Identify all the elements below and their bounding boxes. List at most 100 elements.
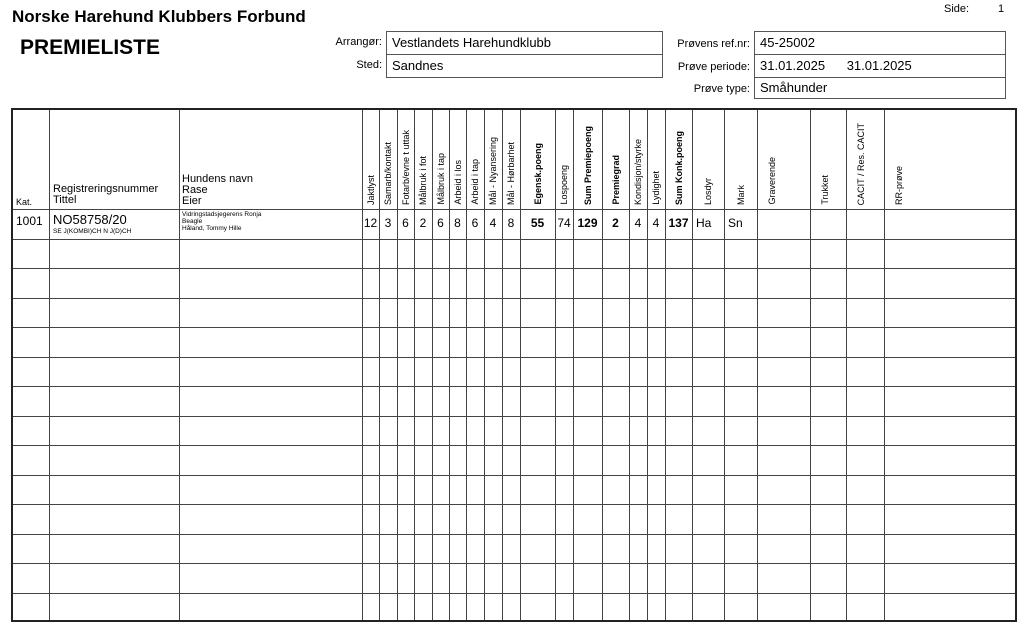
column-header-label: Målbruk i tap bbox=[435, 153, 446, 205]
column-header: Sum Konk.poeng bbox=[665, 110, 692, 209]
period-label: Prøve periode: bbox=[677, 61, 750, 73]
column-header-label: Mark bbox=[735, 185, 746, 205]
column-header-label: RR-prøve bbox=[894, 165, 904, 205]
place-field: Sandnes bbox=[386, 54, 663, 78]
header-kat: Kat. bbox=[16, 197, 33, 207]
column-divider bbox=[432, 110, 433, 620]
column-header: Målbruk i tap bbox=[432, 110, 449, 209]
ref-field: 45-25002 bbox=[754, 31, 1006, 55]
column-divider bbox=[397, 110, 398, 620]
column-header-label: Premiegrad bbox=[610, 155, 621, 205]
column-header-label: Arbeid i los bbox=[452, 160, 463, 205]
column-header: Kondisjon/styrke bbox=[629, 110, 647, 209]
ref-label: Prøvens ref.nr: bbox=[677, 38, 750, 50]
row-divider bbox=[13, 533, 1015, 535]
column-divider bbox=[555, 110, 556, 620]
period-from: 31.01.2025 bbox=[760, 58, 826, 73]
column-header: Arbeid i los bbox=[449, 110, 466, 209]
score-cell: 8 bbox=[507, 216, 515, 230]
column-header: Graverende bbox=[757, 110, 810, 209]
column-header-label: Målbruk i fot bbox=[418, 155, 428, 205]
score-cell: Ha bbox=[696, 216, 712, 230]
column-divider bbox=[724, 110, 725, 620]
column-divider bbox=[520, 110, 521, 620]
arranger-field: Vestlandets Harehundklubb bbox=[386, 31, 663, 55]
score-cell: 2 bbox=[612, 216, 619, 230]
column-divider bbox=[665, 110, 666, 620]
column-divider bbox=[573, 110, 574, 620]
period-field: 31.01.2025 31.01.2025 bbox=[754, 54, 1006, 78]
column-header: Fotarb/evne t uttak bbox=[397, 110, 414, 209]
page-title: PREMIELISTE bbox=[20, 36, 161, 59]
column-header: Sum Premiepoeng bbox=[573, 110, 602, 209]
column-divider bbox=[466, 110, 467, 620]
score-cell: 74 bbox=[557, 216, 571, 230]
header-dog-name: Hundens navn bbox=[182, 173, 253, 185]
column-divider bbox=[362, 110, 363, 620]
row-divider bbox=[13, 445, 1015, 446]
row-divider bbox=[13, 386, 1015, 387]
column-header: Premiegrad bbox=[602, 110, 629, 209]
column-header-label: Losdyr bbox=[703, 177, 713, 205]
row-divider bbox=[13, 297, 1015, 299]
row-divider bbox=[13, 327, 1015, 328]
column-header: Lospoeng bbox=[555, 110, 573, 209]
column-divider bbox=[602, 110, 603, 620]
place-label: Sted: bbox=[356, 59, 382, 71]
column-header-label: Egensk.poeng bbox=[532, 143, 543, 205]
column-header: Losdyr bbox=[692, 110, 724, 209]
column-header: Jaktlyst bbox=[362, 110, 379, 209]
dog-title: SE J(KOMBI)CH N J(D)CH bbox=[53, 228, 132, 235]
column-divider bbox=[502, 110, 503, 620]
row-divider bbox=[13, 504, 1015, 505]
column-header-label: Trukket bbox=[820, 175, 830, 205]
column-header-label: Mål - Hørbarhet bbox=[506, 141, 516, 205]
column-divider bbox=[884, 110, 885, 620]
column-divider bbox=[449, 110, 450, 620]
column-header-label: Lospoeng bbox=[559, 165, 569, 205]
cat-number: 1001 bbox=[16, 214, 43, 228]
column-header-label: Graverende bbox=[767, 157, 777, 205]
column-header-label: Fotarb/evne t uttak bbox=[400, 129, 411, 205]
column-divider bbox=[629, 110, 630, 620]
dog-name: Vidringstadsjegerens Ronja bbox=[182, 211, 262, 218]
row-divider bbox=[13, 238, 1015, 240]
score-cell: 8 bbox=[454, 216, 461, 230]
column-divider bbox=[757, 110, 758, 620]
column-header: Mål - Hørbarhet bbox=[502, 110, 520, 209]
column-divider bbox=[647, 110, 648, 620]
premium-table: Kat. Registreringsnummer Tittel Hundens … bbox=[11, 108, 1017, 622]
column-header-label: CACIT / Res. CACIT bbox=[856, 122, 866, 205]
header-dog: Hundens navn Rase Eier bbox=[182, 174, 253, 207]
score-cell: 4 bbox=[652, 216, 660, 230]
row-divider bbox=[13, 474, 1015, 476]
registration-number: NO58758/20 bbox=[53, 212, 127, 227]
column-divider bbox=[692, 110, 693, 620]
column-header-label: Arbeid i tap bbox=[470, 159, 480, 205]
score-cell: 2 bbox=[419, 216, 427, 230]
column-header: Arbeid i tap bbox=[466, 110, 484, 209]
column-divider bbox=[484, 110, 485, 620]
type-field: Småhunder bbox=[754, 77, 1006, 99]
row-divider bbox=[13, 592, 1015, 594]
score-cell: 4 bbox=[489, 216, 497, 230]
column-header-label: Mål - Nyansering bbox=[488, 136, 498, 205]
row-divider bbox=[13, 356, 1015, 358]
row-divider bbox=[13, 415, 1015, 417]
column-header: RR-prøve bbox=[884, 110, 1019, 209]
column-header: Samarb/kontakt bbox=[379, 110, 397, 209]
column-divider bbox=[49, 110, 50, 620]
dog-owner: Håland, Tommy Hille bbox=[182, 225, 242, 232]
score-cell: 6 bbox=[437, 216, 444, 230]
period-to: 31.01.2025 bbox=[846, 58, 912, 73]
column-divider bbox=[810, 110, 811, 620]
column-divider bbox=[179, 110, 180, 620]
column-divider bbox=[379, 110, 380, 620]
column-header: Målbruk i fot bbox=[414, 110, 432, 209]
dog-breed: Beagle bbox=[182, 218, 203, 225]
page-label: Side: bbox=[944, 3, 970, 15]
score-cell: 3 bbox=[384, 216, 392, 230]
column-header-label: Samarb/kontakt bbox=[383, 141, 393, 205]
column-header-label: Jaktlyst bbox=[365, 174, 376, 205]
header-reg: Registreringsnummer Tittel bbox=[53, 184, 158, 206]
